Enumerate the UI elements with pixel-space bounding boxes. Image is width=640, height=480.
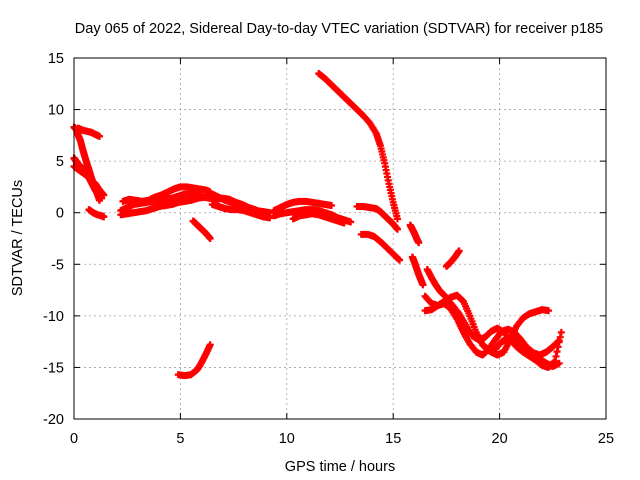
data-series-track-10 (208, 200, 274, 222)
data-series-track-21 (423, 265, 448, 299)
data-series-track-17 (353, 203, 401, 233)
data-series-track-2 (74, 124, 104, 140)
data-series-track-20 (408, 253, 427, 289)
x-tick-label: 20 (492, 431, 508, 447)
x-tick-label: 15 (385, 431, 401, 447)
data-series-track-25 (481, 306, 553, 359)
x-tick-label: 10 (279, 431, 295, 447)
y-tick-label: -20 (43, 412, 64, 428)
y-tick-label: 0 (56, 206, 64, 222)
axis-ticks (73, 57, 607, 420)
y-tick-label: -10 (43, 309, 64, 325)
data-series-track-18 (357, 230, 404, 264)
data-series-track-16 (315, 69, 401, 223)
grid-lines (74, 58, 606, 419)
y-tick-label: 15 (48, 51, 64, 67)
data-series-track-9 (208, 190, 274, 217)
plot-frame (73, 57, 607, 420)
x-tick-label: 5 (176, 431, 184, 447)
data-series-track-26 (442, 247, 463, 270)
chart-title: Day 065 of 2022, Sidereal Day-to-day VTE… (75, 21, 603, 37)
x-axis-label: GPS time / hours (285, 459, 395, 475)
x-tick-label: 25 (598, 431, 614, 447)
y-tick-label: -15 (43, 360, 64, 376)
data-series-track-8 (117, 191, 214, 219)
x-tick-label: 0 (70, 431, 78, 447)
data-series-track-13 (289, 210, 348, 227)
data-points (70, 69, 565, 380)
y-axis-label: SDTVAR / TECUs (10, 180, 26, 296)
data-series-track-11 (270, 197, 335, 215)
tick-labels: 0 5 10 15 20 25 -20 -15 -10 -5 0 5 10 15 (43, 51, 614, 447)
data-series-track-15 (174, 341, 214, 380)
y-tick-label: 5 (56, 154, 64, 170)
data-series-track-19 (406, 221, 423, 247)
y-tick-label: -5 (51, 257, 64, 273)
data-series-track-5 (85, 206, 108, 221)
data-series-track-14 (189, 217, 214, 242)
y-tick-label: 10 (48, 103, 64, 119)
